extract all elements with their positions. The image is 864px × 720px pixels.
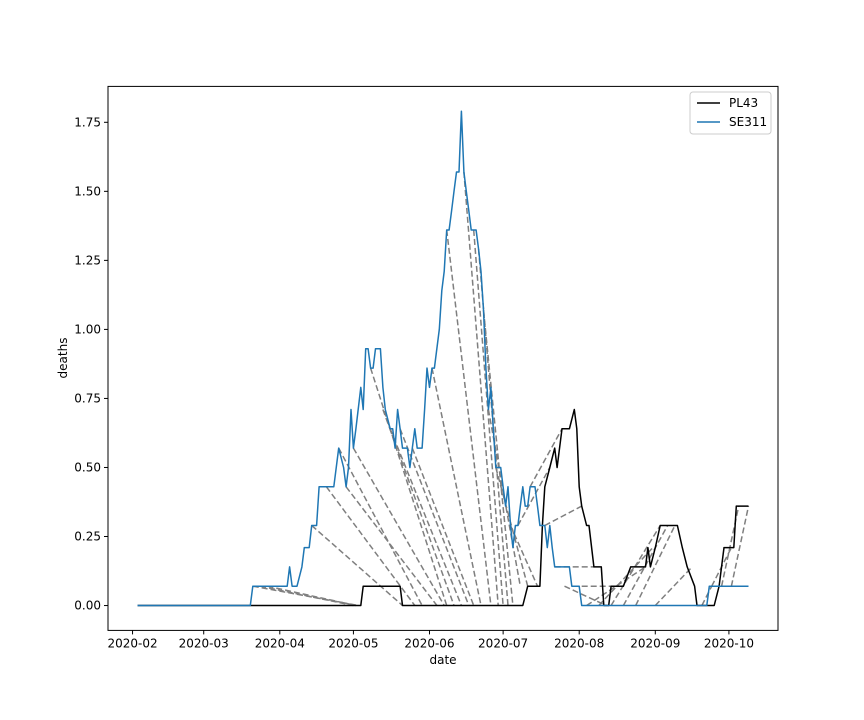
y-tick-label: 1.75 [74,115,101,129]
x-tick-label: 2020-07 [478,636,528,650]
connector-line [586,566,646,607]
y-axis: 0.00 0.25 0.50 0.75 1.00 1.25 1.50 1.75 [74,115,108,613]
connector-line [730,505,750,587]
connector-line [382,409,455,606]
y-tick-label: 0.75 [74,391,101,405]
y-tick-label: 0.50 [74,460,101,474]
series-layer [137,110,749,607]
connector-line [431,367,482,606]
connector-line [352,447,445,606]
y-tick-label: 0.00 [74,599,101,613]
x-tick-label: 2020-03 [179,636,229,650]
connector-line [482,310,514,606]
plot-frame [107,85,779,631]
connector-line [411,447,475,606]
x-tick-label: 2020-08 [554,636,604,650]
x-tick-label: 2020-05 [328,636,378,650]
connector-line [389,428,463,606]
y-tick-label: 0.25 [74,530,101,544]
y-tick-label: 1.50 [74,184,101,198]
connector-line [472,229,504,606]
connector-line [345,486,438,606]
connector-line [311,524,403,607]
connector-line [260,585,354,607]
legend: PL43 SE311 [689,91,772,135]
x-tick-label: 2020-09 [630,636,680,650]
connector-line [701,585,713,606]
connector-line [445,229,492,606]
connector-line [325,486,416,606]
connector-line [399,428,470,606]
connector-line [338,447,423,606]
connector-lines [252,171,750,607]
x-tick-label: 2020-10 [704,636,754,650]
connector-line [635,525,676,606]
series-line-pl43 [137,408,749,607]
x-axis-label: date [429,653,456,667]
legend-label-se311: SE311 [729,115,767,129]
y-tick-label: 1.25 [74,253,101,267]
connector-line [369,367,448,606]
connector-line [463,171,499,606]
x-axis: 2020-02 2020-03 2020-04 2020-05 2020-06 2020-… [107,630,754,650]
legend-label-pl43: PL43 [729,96,758,110]
connector-line [654,566,693,607]
series-line-se311 [137,110,749,607]
connector-line [517,467,551,526]
y-tick-label: 1.00 [74,322,101,336]
y-axis-label: deaths [56,338,70,379]
x-tick-label: 2020-04 [255,636,305,650]
connector-line [495,467,529,587]
connector-line [267,585,357,607]
connector-line [598,547,654,607]
x-tick-label: 2020-02 [107,636,157,650]
x-tick-label: 2020-06 [404,636,454,650]
connector-line [564,585,607,607]
connector-line [529,428,563,488]
connector-line [544,505,583,527]
connector-line [610,525,661,606]
